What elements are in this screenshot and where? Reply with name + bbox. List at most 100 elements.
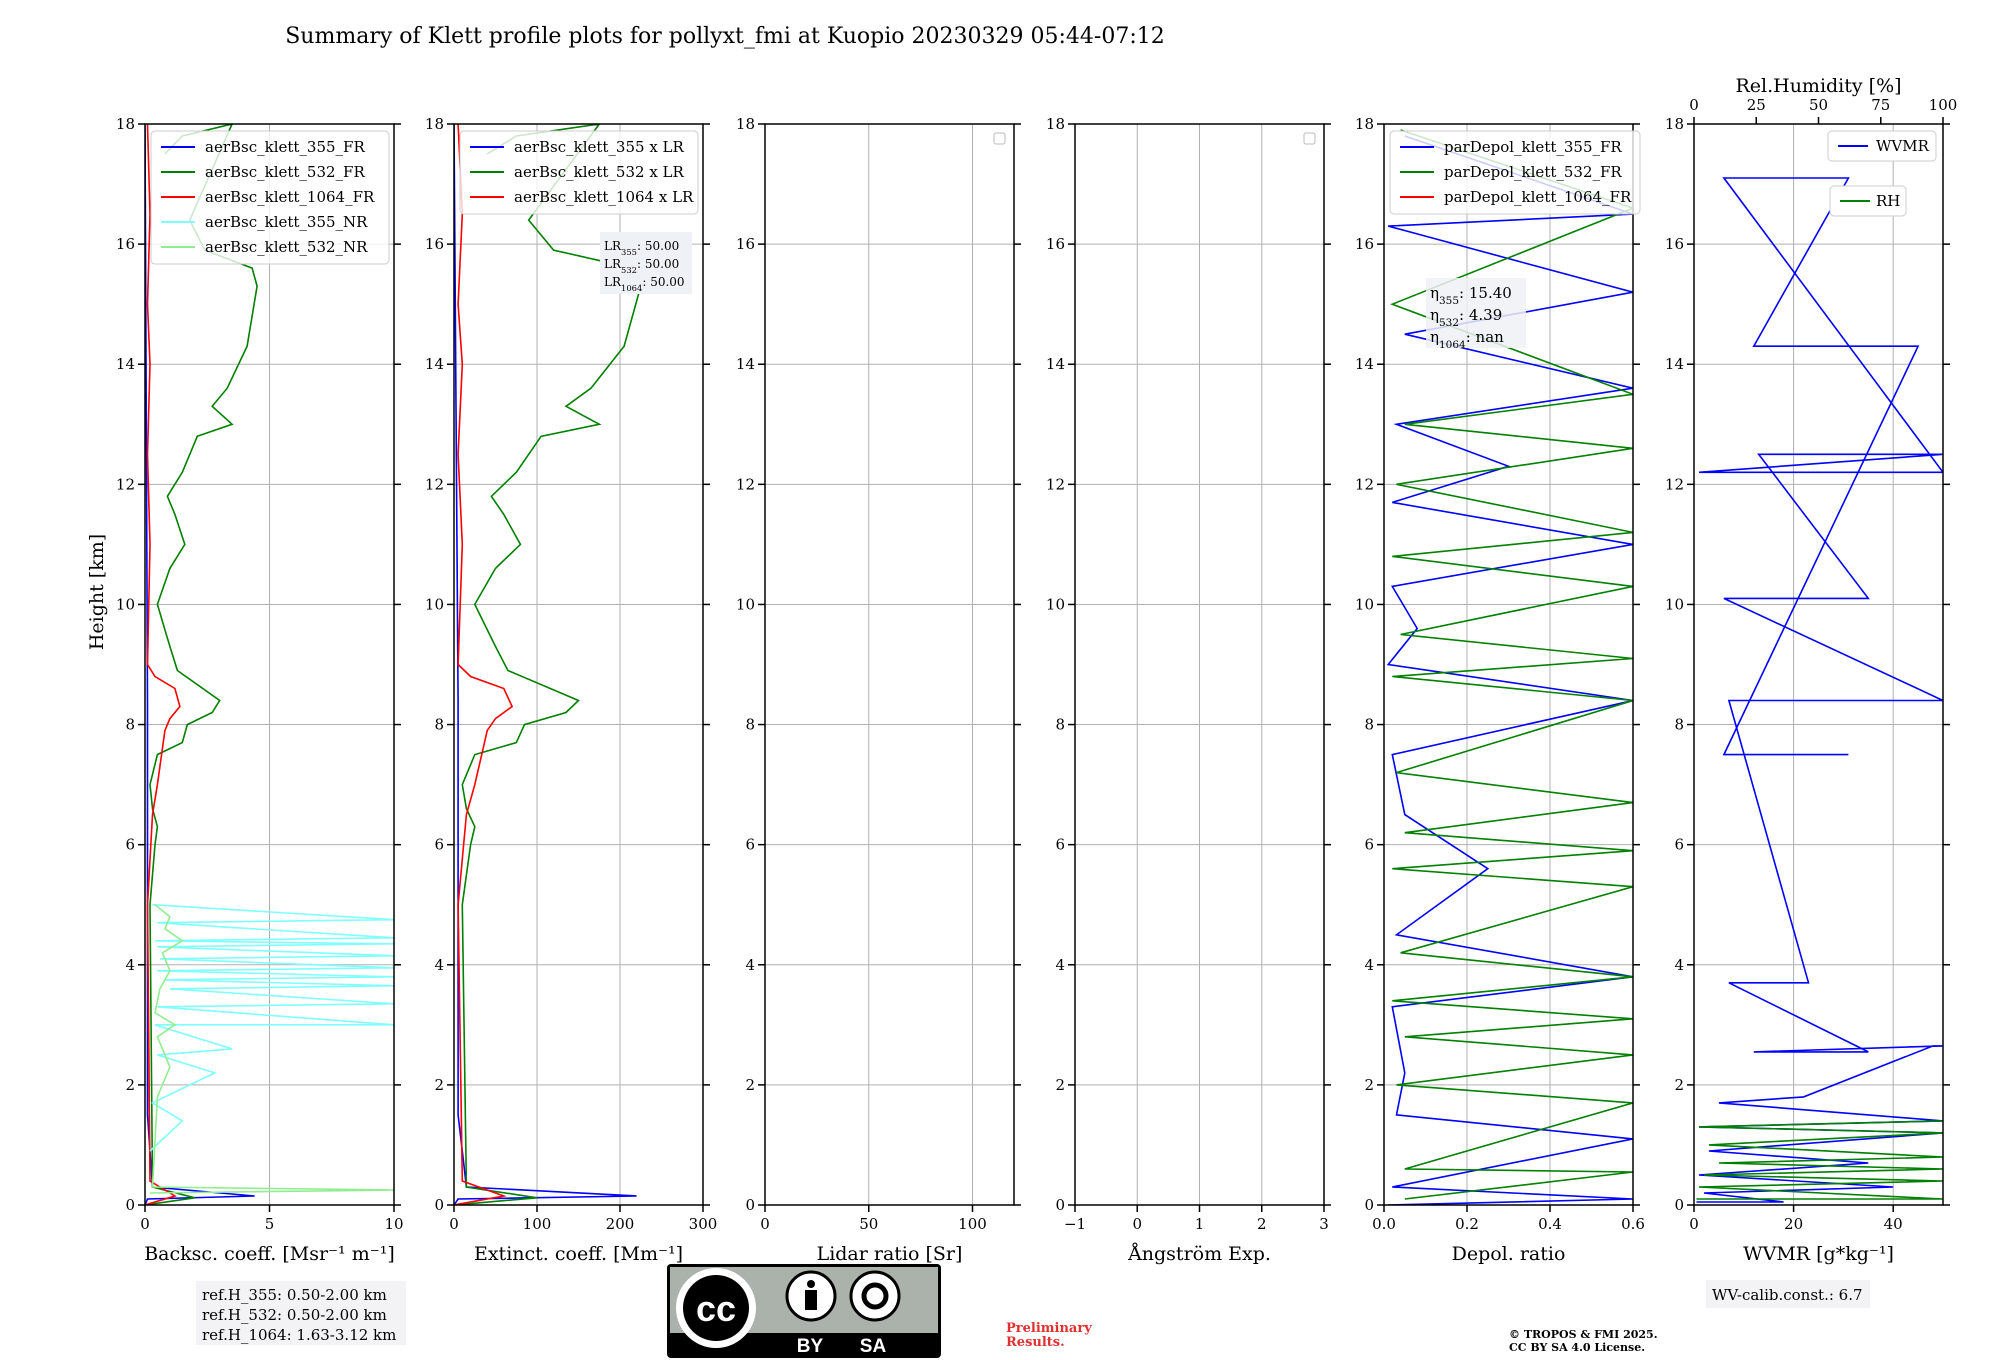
y-tick-label: 8 [745,716,755,734]
y-tick-label: 12 [1046,475,1065,493]
y-tick-label: 16 [736,235,755,253]
y-tick-label: 4 [125,956,135,974]
wv-calibration-box: WV-calib.const.: 6.7 [1706,1280,1870,1308]
y-tick-label: 6 [1055,836,1065,854]
by-person-body-icon [805,1290,817,1310]
axes-frame [1383,123,1634,1206]
x2-axis-label: Rel.Humidity [%] [1735,75,1901,97]
lidar-ratio-value: LR355: 50.00 [604,239,679,257]
x-tick-label: 0 [140,1215,150,1233]
x-tick-label: 50 [859,1215,878,1233]
y-tick-label: 2 [1364,1076,1374,1094]
x-tick-label: 3 [1319,1215,1329,1233]
cc-circle-inner [683,1275,749,1341]
x-axis-label: WVMR [g*kg⁻¹] [1743,1243,1894,1265]
x-tick-label: 1 [1195,1215,1205,1233]
y-tick-label: 14 [1665,355,1684,373]
y-tick-label: 10 [1665,595,1684,613]
series-aerbsc-klett-532-nr [149,904,394,1194]
legend-label: WVMR [1876,137,1930,155]
y-tick-label: 2 [1055,1076,1065,1094]
empty-legend-marker [993,132,1006,145]
axes-frame [764,123,1015,1206]
x-axis-label: Extinct. coeff. [Mm⁻¹] [474,1243,683,1265]
x2-tick-label: 100 [1929,96,1958,114]
legend-label: aerBsc_klett_532 x LR [514,163,685,181]
y-tick-label: 0 [745,1196,755,1214]
y-tick-label: 2 [434,1076,444,1094]
y-tick-label: 18 [425,115,444,133]
y-tick-label: 6 [434,836,444,854]
ref-height-355: ref.H_355: 0.50-2.00 km [202,1286,387,1304]
x-tick-label: 100 [958,1215,987,1233]
cc-sa-label: SA [860,1336,887,1357]
panel-1: 0 2 4 6 8 10 12 14 16 18 0 5 10 Backsc. coeff. [Msr⁻¹… [116,115,404,1265]
y-tick-label: 8 [434,716,444,734]
legend: aerBsc_klett_355 x LR aerBsc_klett_532 x … [459,130,699,215]
lidar-ratio-value: LR1064: 50.00 [604,275,685,293]
y-tick-label: 16 [1665,235,1684,253]
preliminary-label-line2: Results. [1006,1335,1065,1350]
eta-value: η1064: nan [1430,328,1504,351]
legend-wvmr: WVMR [1827,130,1937,162]
y-tick-label: 10 [1355,595,1374,613]
x-tick-label: 0.4 [1538,1215,1562,1233]
y-tick-label: 12 [736,475,755,493]
y-tick-label: 6 [745,836,755,854]
legend-label: aerBsc_klett_1064 x LR [514,188,694,206]
x-tick-label: 20 [1784,1215,1803,1233]
panel-2: 0 2 4 6 8 10 12 14 16 18 0 100 200 300 Extinct. coeff.… [425,115,717,1265]
legend-label: aerBsc_klett_532_FR [205,163,365,181]
y-tick-label: 10 [1046,595,1065,613]
legend-label: aerBsc_klett_1064_FR [205,188,375,206]
y-tick-label: 14 [1355,355,1374,373]
y-tick-label: 0 [1674,1196,1684,1214]
y-tick-label: 14 [736,355,755,373]
x-tick-label: 0.6 [1621,1215,1645,1233]
reference-heights-box: ref.H_355: 0.50-2.00 km ref.H_532: 0.50-… [196,1281,406,1345]
eta-value: η532: 4.39 [1430,306,1502,329]
x-tick-label: 5 [265,1215,275,1233]
series-aerbsc-klett-532-fr [145,124,258,1205]
y-tick-label: 10 [736,595,755,613]
cc-letters: cc [696,1288,736,1329]
x2-tick-label: 50 [1809,96,1828,114]
panel-3: 0 2 4 6 8 10 12 14 16 18 0 50 100 Lidar ratio [Sr] [736,115,1021,1265]
y-tick-label: 18 [736,115,755,133]
y-tick-label: 0 [125,1196,135,1214]
y-tick-label: 12 [425,475,444,493]
y-tick-label: 14 [425,355,444,373]
y-tick-label: 14 [1046,355,1065,373]
y-tick-label: 16 [1355,235,1374,253]
y-tick-label: 16 [425,235,444,253]
y-tick-label: 0 [434,1196,444,1214]
x-tick-label: 100 [523,1215,552,1233]
x-tick-label: 0.2 [1455,1215,1479,1233]
empty-legend-marker [1303,132,1316,145]
legend-label: aerBsc_klett_355_NR [205,213,368,231]
x-tick-label: 2 [1257,1215,1267,1233]
sa-arrow-ring-icon [861,1282,889,1310]
y-tick-label: 0 [1364,1196,1374,1214]
y-tick-label: 14 [116,355,135,373]
legend-frame [459,130,699,215]
y-tick-label: 2 [125,1076,135,1094]
cc-license-badge: cc BY SA [667,1264,941,1358]
y-tick-label: 16 [1046,235,1065,253]
ref-height-532: ref.H_532: 0.50-2.00 km [202,1306,387,1324]
legend: aerBsc_klett_355_FR aerBsc_klett_532_FRae… [150,130,390,265]
copyright-line1: © TROPOS & FMI 2025. [1509,1328,1658,1341]
series-aerbsc-klett-1064-x-lr [454,124,514,1205]
y-tick-label: 6 [1674,836,1684,854]
axes-frame [453,123,704,1206]
x-tick-label: 40 [1884,1215,1903,1233]
lidar-ratio-value: LR532: 50.00 [604,257,679,275]
x-tick-label: 300 [689,1215,718,1233]
sa-share-alike-icon [849,1270,901,1322]
y-tick-label: 6 [1364,836,1374,854]
panel-6: 0 2 4 6 8 10 12 14 16 18 0 20 40 0 25 50 75 100 Rel.Humidi… [1665,75,1957,1265]
eta-value: η355: 15.40 [1430,284,1512,307]
